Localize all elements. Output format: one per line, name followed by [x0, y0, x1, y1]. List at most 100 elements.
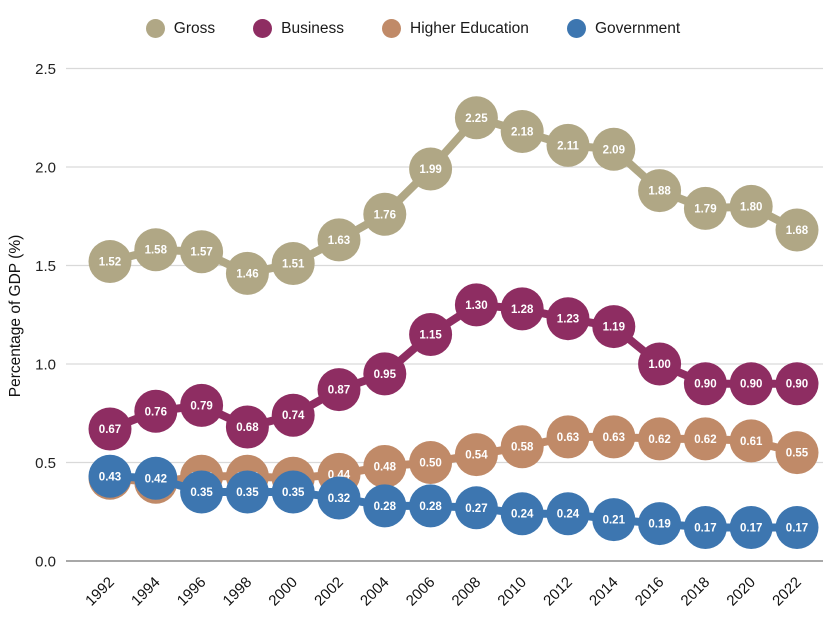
data-point	[134, 456, 178, 500]
legend-label: Business	[281, 19, 345, 37]
y-tick-label: 0.0	[35, 554, 56, 571]
data-point-label: 0.28	[419, 501, 442, 513]
data-point	[88, 454, 132, 498]
data-point	[409, 312, 453, 356]
data-point-label: 0.87	[328, 385, 350, 397]
data-point-label: 0.58	[511, 442, 534, 454]
data-point	[500, 425, 544, 469]
data-point	[775, 208, 819, 252]
data-point-label: 1.30	[465, 300, 487, 312]
x-tick-label: 2002	[311, 574, 347, 610]
series-business: 0.67 0.76 0.79 0.68 0.74 0.87 0.95 1.15 1.30 1.28…	[88, 283, 819, 451]
legend-item-gross: Gross	[145, 19, 215, 38]
data-point-label: 1.52	[99, 257, 121, 269]
data-point-label: 0.32	[328, 493, 350, 505]
series-connector-line	[106, 432, 801, 487]
data-point	[500, 287, 544, 331]
data-point	[180, 230, 224, 274]
data-point	[409, 484, 453, 528]
data-point	[683, 362, 727, 406]
legend-item-higher-education: Higher Education	[382, 19, 529, 38]
data-point-label: 0.62	[694, 434, 716, 446]
data-point	[454, 96, 498, 140]
x-tick-label: 1994	[128, 574, 164, 610]
data-point-label: 1.68	[786, 225, 809, 237]
data-point	[592, 127, 636, 171]
data-point	[363, 484, 407, 528]
data-point-label: 1.00	[648, 359, 670, 371]
y-axis-title: Percentage of GDP (%)	[7, 235, 24, 398]
y-tick-label: 1.0	[35, 357, 56, 374]
data-point	[317, 476, 361, 520]
data-point-label: 1.88	[648, 186, 671, 198]
data-point-label: 1.79	[694, 203, 716, 215]
data-point-label: 0.95	[374, 369, 397, 381]
series-connector-line	[106, 113, 801, 278]
chart-legend: Gross Business Higher Education Government	[0, 19, 826, 38]
data-point	[683, 417, 727, 461]
data-point	[546, 415, 590, 459]
data-point-label: 0.24	[557, 509, 580, 521]
data-point-label: 0.62	[648, 434, 670, 446]
data-point-label: 1.76	[374, 209, 396, 221]
data-point-label: 0.48	[374, 461, 397, 473]
data-point-label: 0.55	[786, 448, 809, 460]
series-connector-line	[106, 300, 801, 434]
series-government: 0.43 0.42 0.35 0.35 0.35 0.32 0.28 0.28 0.27 0.24…	[88, 454, 819, 550]
data-point	[180, 383, 224, 427]
legend-item-business: Business	[253, 19, 344, 38]
data-point	[638, 169, 682, 213]
y-axis-tick-labels: 0.0 0.5 1.0 1.5 2.0 2.5	[35, 61, 56, 571]
data-point	[363, 192, 407, 236]
data-point	[225, 405, 269, 449]
data-point-label: 0.21	[603, 515, 626, 527]
data-point-label: 0.24	[511, 509, 534, 521]
y-tick-label: 1.5	[35, 258, 56, 275]
data-point	[500, 492, 544, 536]
legend-label: Government	[594, 19, 681, 37]
x-axis-tick-labels: 1992 1994 1996 1998 2000 2002 2004 2006 2008 2010…	[82, 574, 805, 610]
data-point	[363, 352, 407, 396]
data-point-label: 0.63	[557, 432, 579, 444]
data-point-label: 0.17	[694, 523, 716, 535]
data-point-label: 0.35	[236, 487, 259, 499]
data-point	[454, 433, 498, 477]
x-tick-label: 2022	[769, 574, 805, 610]
data-point	[638, 342, 682, 386]
data-point	[683, 186, 727, 230]
data-point-label: 1.28	[511, 304, 534, 316]
data-point	[729, 506, 773, 550]
y-tick-label: 2.0	[35, 160, 56, 177]
data-point-label: 0.54	[465, 450, 488, 462]
legend-label: Higher Education	[410, 19, 529, 37]
data-point-label: 0.42	[145, 473, 167, 485]
data-point-label: 0.17	[786, 523, 808, 535]
y-tick-label: 0.5	[35, 455, 56, 472]
data-point-label: 0.90	[694, 379, 716, 391]
data-point	[729, 419, 773, 463]
x-tick-label: 2014	[586, 574, 622, 610]
x-tick-label: 2016	[632, 574, 668, 610]
x-tick-label: 1996	[174, 574, 210, 610]
data-point	[225, 251, 269, 295]
x-tick-label: 2006	[403, 574, 439, 610]
data-point-label: 1.15	[419, 329, 442, 341]
data-point	[775, 506, 819, 550]
data-point	[134, 228, 178, 272]
data-point-label: 1.46	[236, 268, 258, 280]
data-point	[271, 242, 315, 286]
data-point-label: 0.61	[740, 436, 763, 448]
data-point-label: 1.58	[145, 245, 168, 257]
legend-swatch-icon	[145, 19, 165, 38]
data-point	[363, 444, 407, 488]
data-point-label: 1.19	[603, 322, 625, 334]
legend-swatch-icon	[253, 19, 273, 38]
legend-item-government: Government	[566, 19, 681, 38]
legend-swatch-icon	[382, 19, 402, 38]
legend-swatch-icon	[566, 19, 586, 38]
data-point-label: 2.09	[603, 144, 625, 156]
data-point-label: 0.19	[648, 519, 670, 531]
data-point	[500, 110, 544, 154]
